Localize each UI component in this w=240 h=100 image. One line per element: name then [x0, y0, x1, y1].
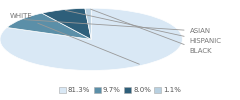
- Text: WHITE: WHITE: [10, 13, 139, 64]
- Wedge shape: [42, 8, 91, 39]
- Wedge shape: [0, 8, 182, 70]
- Text: ASIAN: ASIAN: [24, 20, 211, 34]
- Wedge shape: [7, 13, 91, 39]
- Legend: 81.3%, 9.7%, 8.0%, 1.1%: 81.3%, 9.7%, 8.0%, 1.1%: [56, 84, 184, 96]
- Text: BLACK: BLACK: [91, 9, 212, 54]
- Text: HISPANIC: HISPANIC: [65, 10, 222, 44]
- Wedge shape: [85, 8, 91, 39]
